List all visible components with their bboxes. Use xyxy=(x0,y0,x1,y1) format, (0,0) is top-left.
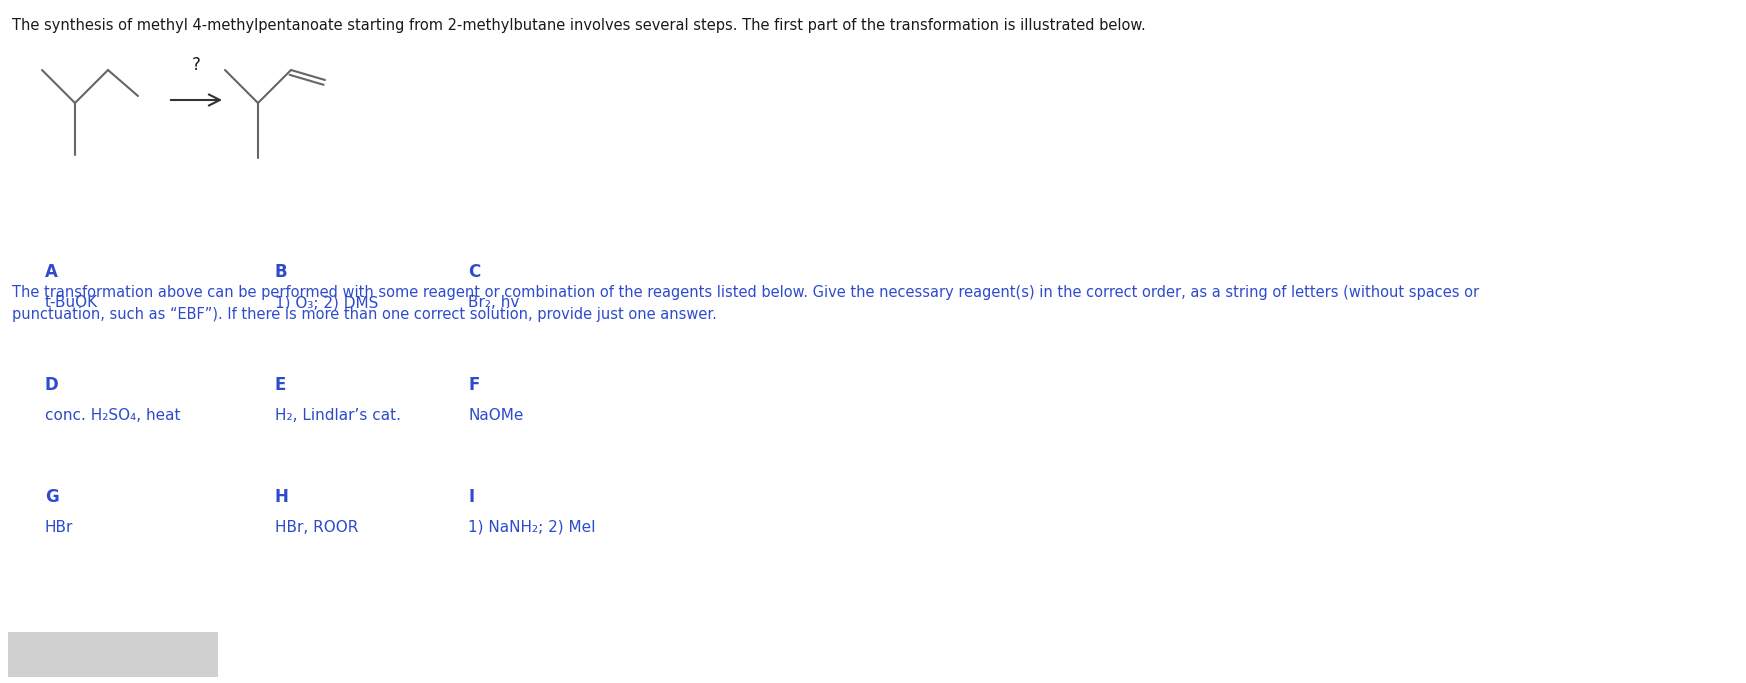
Text: B: B xyxy=(276,263,288,281)
Text: E: E xyxy=(276,376,286,394)
Text: G: G xyxy=(45,488,59,506)
Text: H₂, Lindlar’s cat.: H₂, Lindlar’s cat. xyxy=(276,408,402,423)
Text: HBr: HBr xyxy=(45,520,73,535)
Text: F: F xyxy=(468,376,480,394)
Text: C: C xyxy=(468,263,480,281)
Text: The transformation above can be performed with some reagent or combination of th: The transformation above can be performe… xyxy=(12,285,1479,322)
Text: D: D xyxy=(45,376,59,394)
Text: t-BuOK: t-BuOK xyxy=(45,295,98,310)
Text: ?: ? xyxy=(192,56,201,74)
Text: A: A xyxy=(45,263,58,281)
Text: HBr, ROOR: HBr, ROOR xyxy=(276,520,358,535)
Text: 1) O₃; 2) DMS: 1) O₃; 2) DMS xyxy=(276,295,379,310)
Text: conc. H₂SO₄, heat: conc. H₂SO₄, heat xyxy=(45,408,180,423)
Text: H: H xyxy=(276,488,288,506)
Text: 1) NaNH₂; 2) MeI: 1) NaNH₂; 2) MeI xyxy=(468,520,595,535)
Bar xyxy=(9,632,218,677)
Text: NaOMe: NaOMe xyxy=(468,408,524,423)
Text: I: I xyxy=(468,488,475,506)
Text: The synthesis of methyl 4-methylpentanoate starting from 2-methylbutane involves: The synthesis of methyl 4-methylpentanoa… xyxy=(12,18,1145,33)
Text: Br₂, hv: Br₂, hv xyxy=(468,295,519,310)
